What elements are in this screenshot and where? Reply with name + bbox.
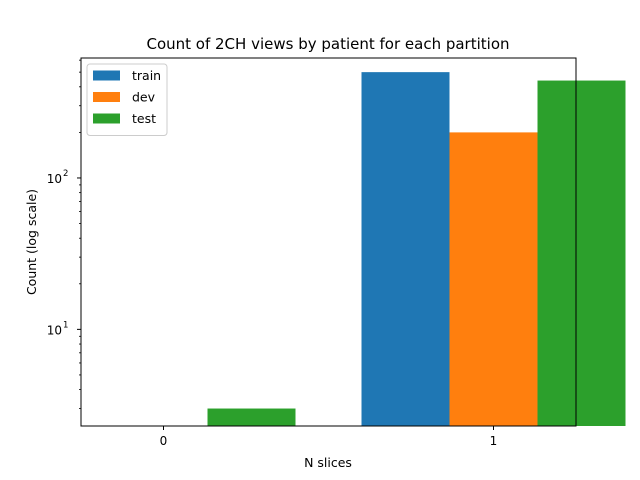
y-tick-label: 10 [47,323,62,337]
legend-swatch-test [93,113,120,124]
x-tick-label: 0 [160,434,168,448]
legend-label-dev: dev [132,90,156,105]
legend: train dev test [86,63,168,136]
x-tick-label: 1 [490,434,498,448]
y-tick-label: 10 [47,172,62,186]
x-axis-label: N slices [304,455,352,470]
legend-swatch-dev [93,92,120,102]
bar-test-1 [537,80,626,427]
chart-title: Count of 2CH views by patient for each p… [146,35,509,53]
legend-swatch-train [93,70,120,81]
bar-test-0 [207,408,296,426]
y-tick-exponent: 1 [63,320,68,330]
legend-label-test: test [132,111,156,126]
bar-train-1 [361,72,450,426]
plot-frame [80,57,577,427]
bar-dev-1 [449,132,538,426]
y-axis-label: Count (log scale) [24,189,39,295]
bars-group [207,72,626,427]
legend-label-train: train [132,68,161,83]
y-tick-exponent: 2 [63,169,68,179]
